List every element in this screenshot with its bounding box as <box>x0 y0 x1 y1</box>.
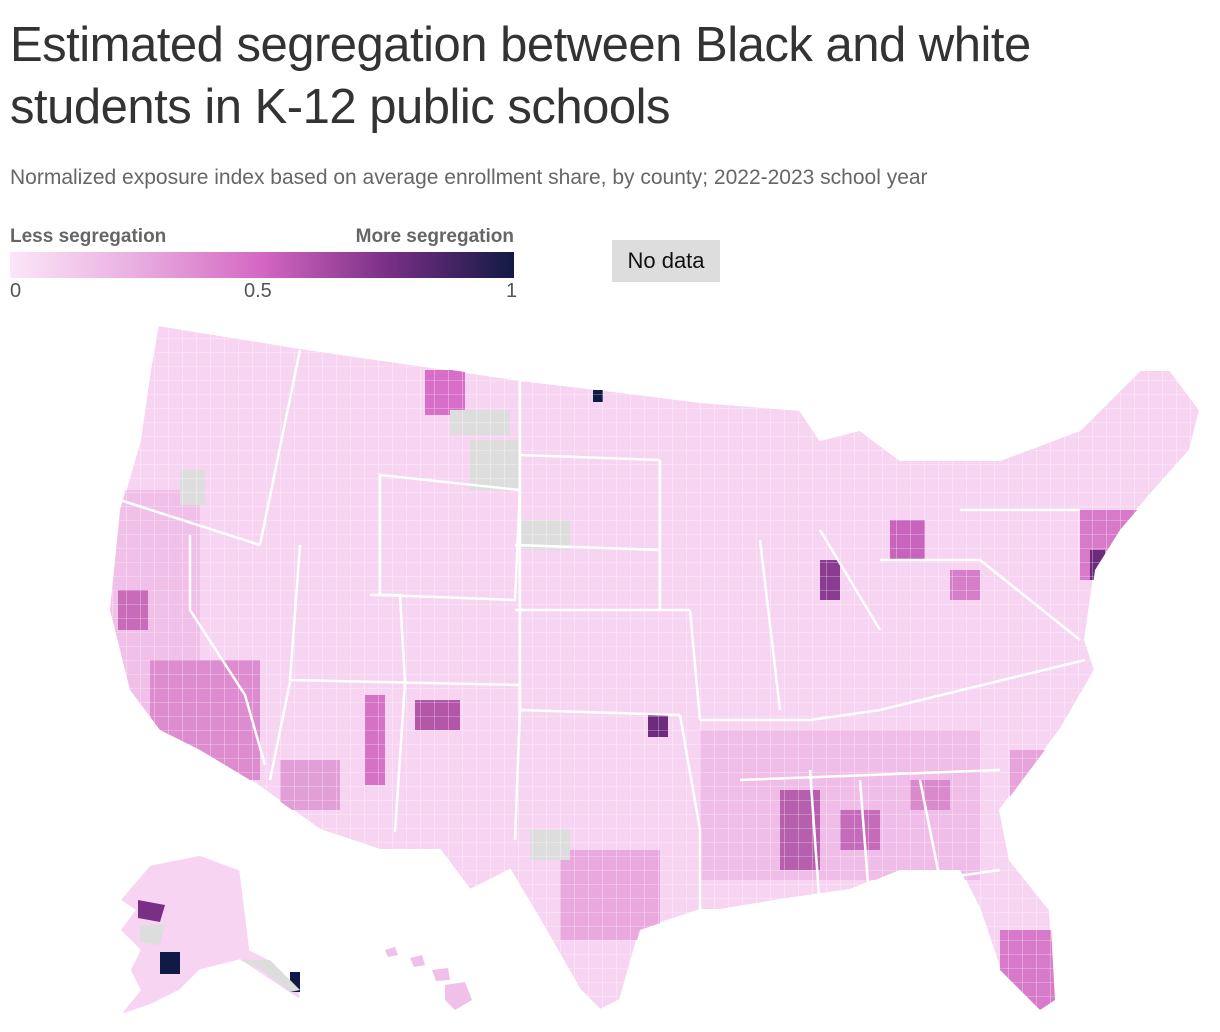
legend-tick-0: 0 <box>10 280 22 302</box>
legend-high-label: More segregation <box>355 226 514 247</box>
contiguous-us <box>108 323 1202 1012</box>
hawaii <box>385 947 472 1010</box>
alaska-shape <box>117 854 301 1017</box>
alaska-dark-southwest <box>160 952 180 974</box>
color-legend: Less segregation More segregation 0 0.5 … <box>10 226 518 304</box>
legend-low-label: Less segregation <box>10 226 167 247</box>
hawaii-island-oahu <box>410 955 425 967</box>
alaska-panhandle <box>240 960 300 992</box>
alaska <box>117 854 301 1017</box>
legend-no-data: No data <box>612 240 720 282</box>
us-county-map <box>108 323 1202 1017</box>
legend-tick-0-5: 0.5 <box>244 280 272 302</box>
hawaii-island-maui <box>432 968 450 981</box>
chart-subtitle: Normalized exposure index based on avera… <box>10 166 928 189</box>
legend-tick-1: 1 <box>506 280 518 302</box>
state-borders <box>119 349 1086 911</box>
alaska-no-data <box>140 925 165 945</box>
chart-title: Estimated segregation between Black and … <box>10 18 1031 134</box>
hawaii-island-kauai <box>385 947 398 957</box>
legend-gradient-bar <box>10 252 514 278</box>
alaska-dark-southeast <box>290 972 300 992</box>
alaska-west-patch <box>138 900 165 922</box>
hawaii-island-big <box>445 982 472 1010</box>
